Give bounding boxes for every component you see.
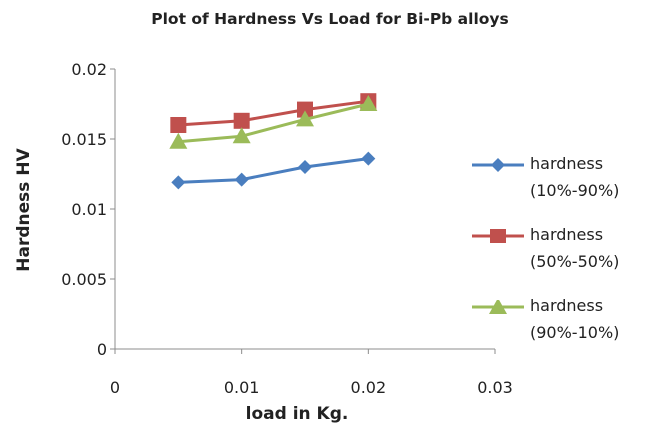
legend: hardness (10%-90%) hardness (50%-50%) ha… — [470, 150, 648, 363]
legend-label: hardness (10%-90%) — [530, 150, 619, 204]
legend-label: hardness (50%-50%) — [530, 221, 619, 275]
legend-label-line2: (10%-90%) — [530, 181, 620, 200]
y-tick-label: 0.015 — [61, 130, 107, 149]
x-tick-label: 0.01 — [224, 378, 260, 397]
data-point-triangle — [232, 127, 251, 144]
legend-label-line2: (50%-50%) — [530, 252, 620, 271]
legend-label: hardness (90%-10%) — [530, 292, 619, 346]
x-tick-label: 0.02 — [351, 378, 387, 397]
legend-label-line1: hardness — [530, 296, 604, 315]
data-point-square — [297, 101, 313, 118]
y-tick-label: 0.01 — [71, 200, 107, 219]
data-point-triangle — [296, 110, 314, 127]
data-point-diamond — [298, 160, 312, 174]
data-point-square — [233, 112, 250, 129]
x-tick-label: 0 — [110, 378, 120, 397]
data-point-triangle — [359, 95, 378, 111]
series-line-1 — [178, 157, 369, 184]
legend-label-line2: (90%-10%) — [530, 323, 620, 342]
legend-swatch-triangle — [472, 300, 524, 314]
y-tick-label: 0 — [97, 340, 107, 359]
data-point-diamond — [171, 175, 186, 190]
series-line-2 — [178, 99, 369, 127]
y-axis-label: Hardness HV — [14, 148, 34, 272]
data-point-diamond — [361, 151, 376, 166]
legend-marker-triangle — [489, 300, 507, 314]
data-point-triangle — [169, 132, 188, 149]
legend-swatch-diamond — [472, 158, 524, 172]
legend-label-line1: hardness — [530, 225, 604, 244]
data-point-diamond — [234, 172, 249, 187]
chart-title: Plot of Hardness Vs Load for Bi-Pb alloy… — [151, 10, 509, 28]
legend-marker-square — [490, 229, 506, 243]
data-point-square — [170, 117, 187, 133]
legend-item-series-3: hardness (90%-10%) — [470, 292, 648, 363]
legend-label-line1: hardness — [530, 154, 604, 173]
legend-item-series-1: hardness (10%-90%) — [470, 150, 648, 221]
y-tick-label: 0.005 — [61, 270, 107, 289]
x-axis-label: load in Kg. — [245, 404, 349, 424]
y-tick-label: 0.02 — [71, 60, 107, 79]
legend-item-series-2: hardness (50%-50%) — [470, 221, 648, 292]
x-tick-label: 0.03 — [477, 378, 513, 397]
series-line-3 — [178, 102, 369, 144]
legend-marker-diamond — [491, 158, 505, 172]
legend-swatch-square — [472, 229, 524, 243]
